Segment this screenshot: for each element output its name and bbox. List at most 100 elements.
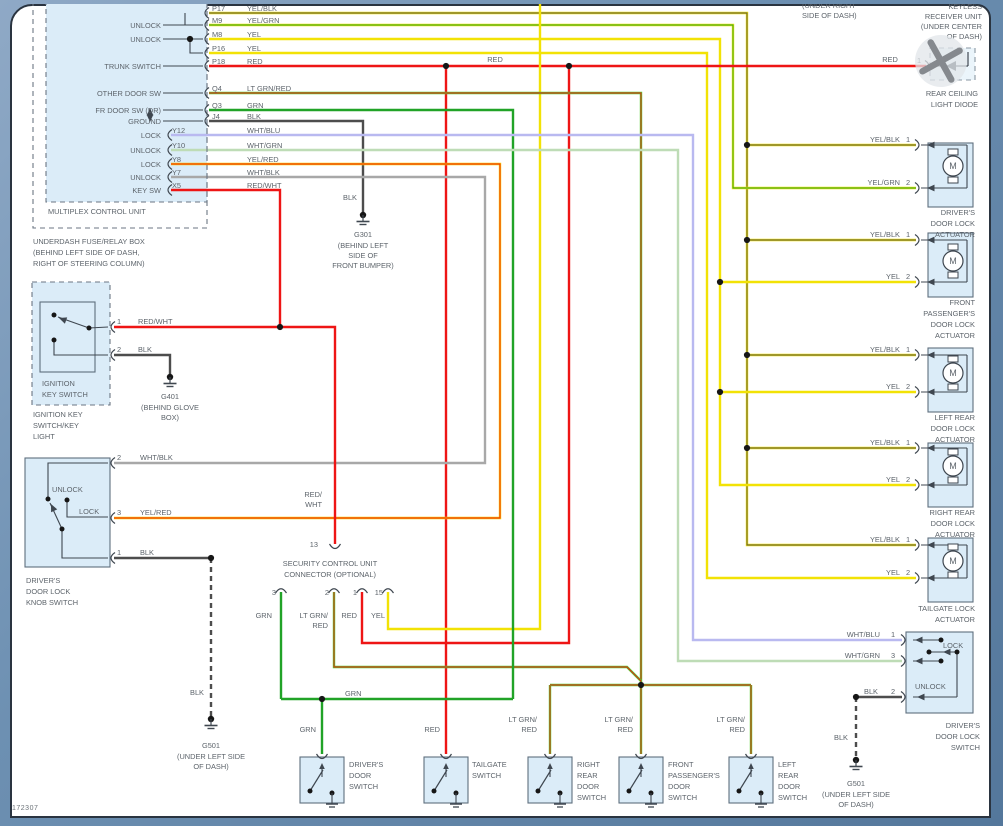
label: WHT/BLU: [247, 126, 280, 135]
label: TAILGATE: [472, 760, 507, 769]
label: PASSENGER'S: [923, 309, 975, 318]
label: WHT: [305, 500, 322, 509]
label: ACTUATOR: [935, 530, 975, 539]
label: FRONT: [668, 760, 694, 769]
link-line: [189, 39, 203, 54]
label: GROUND: [128, 117, 161, 126]
label: REAR: [778, 771, 799, 780]
label: UNLOCK: [130, 173, 161, 182]
arrowhead: [915, 636, 923, 644]
label: RED/: [304, 490, 323, 499]
label: 3: [117, 508, 121, 517]
label: KEY SW: [132, 186, 161, 195]
label: Q3: [212, 101, 222, 110]
wire-red-security-pin1: [360, 66, 571, 645]
label: DOOR LOCK: [931, 219, 975, 228]
label: DOOR: [668, 782, 690, 791]
front-passenger-door-switch: [626, 763, 657, 808]
label: Y10: [172, 141, 185, 150]
label: YEL: [247, 30, 261, 39]
label: REAR CEILING: [926, 89, 978, 98]
underdash-box-outline: [32, 4, 208, 229]
label: IGNITION: [42, 379, 75, 388]
pin-bracket: [914, 479, 920, 491]
pin-bracket: [204, 87, 210, 99]
contact-dot: [938, 658, 944, 664]
junction-dot: [442, 62, 450, 70]
label: YEL: [886, 272, 900, 281]
wire-q4-lt-grn-red-stripe: [209, 92, 642, 754]
label: TRUNK SWITCH: [104, 62, 161, 71]
label: 2: [906, 382, 910, 391]
wire-j4-blk: [209, 119, 365, 212]
label: (UNDER CENTER: [921, 22, 982, 31]
ground-symbol-G301: [356, 211, 370, 226]
label: RED: [882, 55, 898, 64]
label: 2: [325, 588, 329, 597]
label: (UNDER LEFT SIDE: [822, 790, 890, 799]
contact-dot: [64, 497, 70, 503]
pin-bracket: [914, 349, 920, 361]
label: J4: [212, 112, 220, 121]
pin-bracket: [110, 349, 116, 361]
label: GRN: [256, 611, 272, 620]
label: LT GRN/: [300, 611, 329, 620]
wire-x5-red-wht: [171, 188, 282, 327]
wire-y8-yel-red: [114, 162, 502, 520]
label: M8: [212, 30, 222, 39]
driver-door-switch: [307, 763, 338, 808]
pin-bracket: [274, 588, 288, 594]
junction-dot: [207, 554, 215, 562]
wire-y10-wht-grn: [171, 148, 902, 663]
wire-m8-yel: [209, 37, 916, 487]
label: YEL/BLK: [247, 4, 277, 13]
motor-icon: M: [942, 543, 964, 579]
pin-bracket: [634, 753, 648, 760]
label: P17: [212, 4, 225, 13]
label: CONNECTOR (OPTIONAL): [284, 570, 376, 579]
label: 2: [906, 178, 910, 187]
label: UNLOCK: [130, 21, 161, 30]
label: RED/WHT: [138, 317, 173, 326]
pin-bracket: [328, 543, 342, 550]
contact-dot: [45, 496, 51, 502]
pin-bracket: [167, 129, 173, 141]
contact-dot: [926, 649, 932, 655]
label: Y12: [172, 126, 185, 135]
label: 2: [906, 475, 910, 484]
label: RED: [247, 57, 263, 66]
pin-bracket: [543, 753, 557, 760]
label: 2: [906, 272, 910, 281]
label: LOCK: [943, 641, 963, 650]
wire-q4-lt-grn-red: [209, 91, 643, 754]
label: BLK: [138, 345, 152, 354]
label: YEL: [247, 44, 261, 53]
label: RED: [617, 725, 633, 734]
close-icon[interactable]: [909, 29, 973, 93]
wire-security-pin2-lt-grn-red-stripe: [333, 592, 642, 682]
label: RED: [729, 725, 745, 734]
pin-bracket: [381, 588, 395, 594]
label: DOOR: [778, 782, 800, 791]
label: YEL/RED: [140, 508, 172, 517]
svg-text:M: M: [949, 161, 957, 171]
label: P18: [212, 57, 225, 66]
label: DOOR LOCK: [931, 320, 975, 329]
label: OTHER DOOR SW: [97, 89, 161, 98]
label: G501: [847, 779, 865, 788]
label: SWITCH: [668, 793, 697, 802]
label: DRIVER'S: [946, 721, 980, 730]
label: MULTIPLEX CONTROL UNIT: [48, 207, 146, 216]
ground-symbol-G501-right: [849, 756, 863, 771]
label: FR DOOR SW (DR): [95, 106, 161, 115]
wire-p16-yel: [209, 51, 916, 580]
ground-symbol-G401: [163, 373, 177, 388]
wire-ignition-blk: [114, 353, 172, 374]
label: 2: [891, 687, 895, 696]
pin-bracket: [110, 457, 116, 469]
label: Y7: [172, 168, 181, 177]
label: 3: [891, 651, 895, 660]
label: YEL: [371, 611, 385, 620]
label: YEL: [886, 568, 900, 577]
